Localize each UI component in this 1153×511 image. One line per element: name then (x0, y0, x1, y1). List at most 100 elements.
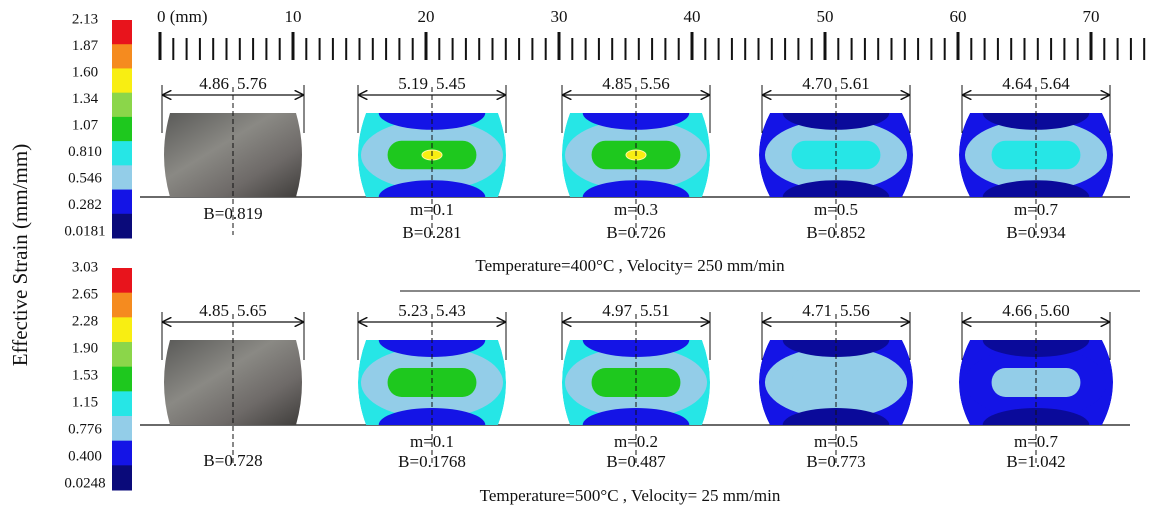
colorbar-block (112, 292, 132, 318)
sample-label: m=0.3 (614, 200, 658, 219)
legend-label: 0.282 (68, 197, 102, 213)
dim-right: 5.43 (436, 301, 466, 320)
ruler-label: 40 (684, 7, 701, 26)
sample-label: m=0.5 (814, 200, 858, 219)
legend-label: 2.28 (72, 313, 98, 329)
fem-cap (982, 180, 1090, 197)
dim-left: 4.66 (1002, 301, 1032, 320)
fem-cap (582, 408, 690, 425)
fem-cap (582, 113, 690, 130)
fem-cap (378, 408, 486, 425)
fem-cap (378, 113, 486, 130)
dim-left: 4.85 (199, 301, 229, 320)
legend-label: 1.34 (72, 91, 99, 107)
colorbar-block (112, 342, 132, 368)
dim-right: 5.64 (1040, 74, 1070, 93)
colorbar-block (112, 416, 132, 442)
fem-sample (358, 340, 506, 425)
fem-cap (982, 340, 1090, 357)
fem-cap (982, 113, 1090, 130)
ruler-label: 70 (1083, 7, 1100, 26)
dim-left: 4.86 (199, 74, 229, 93)
caption: Temperature=500°C , Velocity= 25 mm/min (480, 486, 781, 505)
fem-cap (582, 180, 690, 197)
colorbar-block (112, 20, 132, 45)
dim-right: 5.65 (237, 301, 267, 320)
fem-cap (378, 180, 486, 197)
colorbar-block (112, 213, 132, 239)
sample-label: B=0.773 (806, 452, 865, 471)
sample-label: B=0.934 (1006, 223, 1066, 242)
colorbar-block (112, 465, 132, 491)
colorbar-block (112, 165, 132, 191)
dim-left: 5.19 (398, 74, 428, 93)
sample-label: m=0.7 (1014, 432, 1059, 451)
fem-cap (782, 340, 890, 357)
fem-cap (582, 340, 690, 357)
sample-label: B=0.281 (402, 223, 461, 242)
fem-body (759, 340, 913, 425)
sample-label: m=0.5 (814, 432, 858, 451)
fem-sample (759, 340, 913, 425)
dim-right: 5.60 (1040, 301, 1070, 320)
fem-cap (782, 180, 890, 197)
colorbar-block (112, 366, 132, 392)
sample-label: B=0.1768 (398, 452, 466, 471)
colorbar-block (112, 268, 132, 294)
colorbar-block (112, 141, 132, 166)
ruler-label: 50 (817, 7, 834, 26)
legend-label: 3.03 (72, 259, 98, 275)
sample-label: B=0.819 (203, 204, 262, 223)
sample-label: B=0.852 (806, 223, 865, 242)
ruler-label: 0 (mm) (157, 7, 208, 26)
dim-left: 4.71 (802, 301, 832, 320)
legend-label: 2.13 (72, 11, 98, 27)
dim-left: 4.70 (802, 74, 832, 93)
legend-label: 1.90 (72, 340, 98, 356)
legend-label: 0.0248 (64, 475, 105, 491)
sample-label: m=0.1 (410, 200, 454, 219)
dim-right: 5.56 (840, 301, 870, 320)
colorbar-block (112, 391, 132, 417)
y-axis-label: Effective Strain (mm/mm) (8, 144, 32, 366)
fem-cap (378, 340, 486, 357)
fem-body (358, 340, 506, 425)
sample-label: B=1.042 (1006, 452, 1065, 471)
legend-label: 2.65 (72, 286, 98, 302)
dim-right: 5.76 (237, 74, 267, 93)
legend-label: 1.53 (72, 367, 98, 383)
sample-label: m=0.2 (614, 432, 658, 451)
legend-label: 1.60 (72, 64, 98, 80)
dim-left: 5.23 (398, 301, 428, 320)
colorbar-block (112, 92, 132, 118)
dim-left: 4.97 (602, 301, 632, 320)
caption: Temperature=400°C , Velocity= 250 mm/min (475, 256, 785, 275)
legend-label: 0.0181 (64, 223, 105, 239)
sample-label: m=0.1 (410, 432, 454, 451)
dim-right: 5.56 (640, 74, 670, 93)
legend-label: 0.776 (68, 421, 102, 437)
colorbar-block (112, 189, 132, 215)
sample-label: B=0.728 (203, 451, 262, 470)
dim-left: 4.85 (602, 74, 632, 93)
legend-label: 0.810 (68, 144, 102, 160)
legend-label: 1.07 (72, 117, 99, 133)
sample-label: m=0.7 (1014, 200, 1059, 219)
colorbar-block (112, 68, 132, 94)
sample-label: B=0.487 (606, 452, 666, 471)
fem-cap (982, 408, 1090, 425)
legend-label: 0.546 (68, 170, 102, 186)
ruler-label: 60 (950, 7, 967, 26)
sample-label: B=0.726 (606, 223, 665, 242)
legend-label: 1.15 (72, 394, 98, 410)
fem-cap (782, 408, 890, 425)
legend-label: 1.87 (72, 38, 99, 54)
ruler-label: 20 (418, 7, 435, 26)
dim-right: 5.45 (436, 74, 466, 93)
colorbar-block (112, 116, 132, 142)
colorbar-block (112, 440, 132, 466)
dim-right: 5.61 (840, 74, 870, 93)
dim-right: 5.51 (640, 301, 670, 320)
ruler-label: 30 (551, 7, 568, 26)
